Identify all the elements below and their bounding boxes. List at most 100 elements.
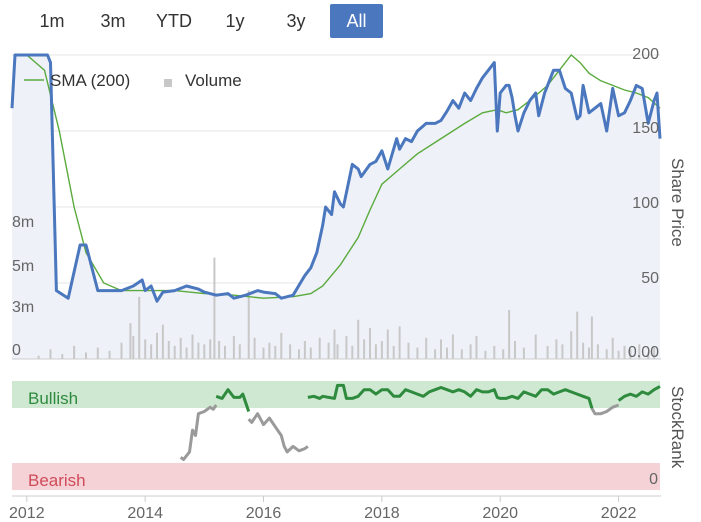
volume-bar bbox=[173, 345, 176, 359]
volume-bar bbox=[392, 345, 395, 359]
stockrank-neutral-line bbox=[247, 412, 309, 454]
volume-bar bbox=[167, 341, 170, 359]
bearish-band bbox=[12, 463, 660, 490]
volume-bar bbox=[546, 345, 549, 359]
volume-bar bbox=[638, 344, 641, 359]
volume-bar bbox=[570, 331, 573, 359]
volume-bar bbox=[561, 344, 564, 359]
legend: SMA (200) Volume bbox=[24, 71, 242, 90]
volume-bar bbox=[336, 344, 339, 359]
stockrank-axis-title: StockRank bbox=[668, 386, 687, 469]
volume-bar bbox=[380, 341, 383, 359]
volume-bar bbox=[156, 332, 158, 359]
range-button-3m[interactable]: 3m bbox=[100, 11, 126, 31]
volume-bar bbox=[318, 337, 321, 359]
volume-bar bbox=[238, 344, 241, 359]
range-button-1m[interactable]: 1m bbox=[39, 11, 65, 31]
volume-bar bbox=[451, 334, 454, 359]
x-tick-label: 2020 bbox=[482, 505, 518, 522]
volume-bar bbox=[185, 347, 188, 359]
stockrank-lines bbox=[179, 383, 661, 461]
volume-bar bbox=[398, 326, 401, 359]
range-button-3y[interactable]: 3y bbox=[286, 11, 306, 31]
volume-bar bbox=[197, 342, 200, 359]
volume-bar bbox=[475, 336, 478, 359]
volume-bar bbox=[203, 344, 206, 359]
volume-bar bbox=[333, 329, 336, 359]
volume-bar bbox=[534, 334, 537, 359]
volume-bar bbox=[425, 337, 428, 359]
x-tick-marks bbox=[26, 496, 620, 502]
range-button-all[interactable]: All bbox=[330, 4, 383, 38]
volume-bar bbox=[605, 349, 608, 359]
volume-bar bbox=[120, 342, 123, 359]
volume-bar bbox=[493, 345, 496, 359]
volume-bar bbox=[144, 339, 147, 359]
y-tick-label: 0.00 bbox=[628, 344, 659, 361]
x-tick-label: 2018 bbox=[364, 505, 400, 522]
volume-bar bbox=[262, 347, 265, 359]
volume-bar bbox=[369, 328, 371, 359]
volume-bar bbox=[309, 347, 312, 359]
volume-bar bbox=[416, 347, 419, 359]
volume-bar bbox=[374, 344, 377, 359]
y-tick-label: 150 bbox=[632, 120, 659, 137]
volume-bar bbox=[514, 341, 516, 359]
volume-bar bbox=[653, 347, 656, 359]
volume-bar bbox=[502, 349, 505, 359]
volume-bar bbox=[85, 352, 87, 359]
volume-bar bbox=[345, 336, 348, 359]
y-tick-label: 100 bbox=[632, 195, 659, 212]
volume-bar bbox=[253, 337, 256, 359]
volume-bar bbox=[446, 347, 448, 359]
legend-sma-label[interactable]: SMA (200) bbox=[50, 71, 130, 90]
volume-bar bbox=[407, 342, 410, 359]
range-button-ytd[interactable]: YTD bbox=[156, 11, 192, 31]
volume-bar bbox=[440, 339, 442, 359]
volume-bar bbox=[522, 347, 525, 359]
volume-bar bbox=[179, 337, 182, 359]
volume-bar bbox=[274, 345, 277, 359]
volume-tick-label: 5m bbox=[12, 258, 34, 275]
x-tick-label: 2016 bbox=[246, 505, 282, 522]
volume-bar bbox=[623, 345, 626, 359]
volume-bar bbox=[647, 352, 650, 359]
volume-bar bbox=[37, 355, 40, 359]
volume-bar bbox=[469, 344, 472, 359]
stockrank-neutral-line bbox=[590, 403, 620, 416]
volume-bar bbox=[629, 349, 632, 359]
volume-bar bbox=[61, 354, 64, 359]
volume-bar bbox=[588, 347, 590, 359]
volume-bar bbox=[484, 350, 487, 359]
sma-line bbox=[26, 53, 661, 299]
volume-tick-label: 3m bbox=[12, 299, 34, 316]
volume-bar bbox=[298, 349, 300, 359]
volume-bar bbox=[280, 332, 283, 359]
volume-bar bbox=[108, 350, 111, 359]
legend-volume-label[interactable]: Volume bbox=[185, 71, 242, 90]
volume-bar bbox=[460, 349, 463, 359]
volume-bar bbox=[209, 339, 212, 359]
bearish-label: Bearish bbox=[28, 471, 86, 490]
stockrank-bullish-line bbox=[617, 385, 661, 402]
volume-bar bbox=[576, 311, 579, 359]
volume-bar bbox=[73, 345, 76, 359]
x-tick-label: 2014 bbox=[127, 505, 163, 522]
volume-bar bbox=[351, 345, 354, 359]
volume-bar bbox=[434, 349, 437, 359]
y-tick-label: 50 bbox=[641, 270, 659, 287]
price-y-axis: 0.00 50 100 150 200 bbox=[628, 46, 659, 361]
stockrank-bullish-line bbox=[215, 388, 251, 412]
volume-bar bbox=[138, 296, 141, 359]
volume-bar bbox=[232, 336, 235, 359]
stockrank-bullish-line bbox=[307, 383, 594, 409]
volume-bar bbox=[582, 342, 585, 359]
volume-bar bbox=[508, 310, 511, 359]
range-button-1y[interactable]: 1y bbox=[225, 11, 245, 31]
volume-tick-label: 0 bbox=[12, 342, 21, 359]
x-tick-label: 2022 bbox=[601, 505, 637, 522]
volume-bar bbox=[617, 350, 620, 359]
volume-bar bbox=[590, 316, 593, 359]
volume-bar bbox=[150, 344, 153, 359]
volume-bar bbox=[611, 337, 614, 359]
